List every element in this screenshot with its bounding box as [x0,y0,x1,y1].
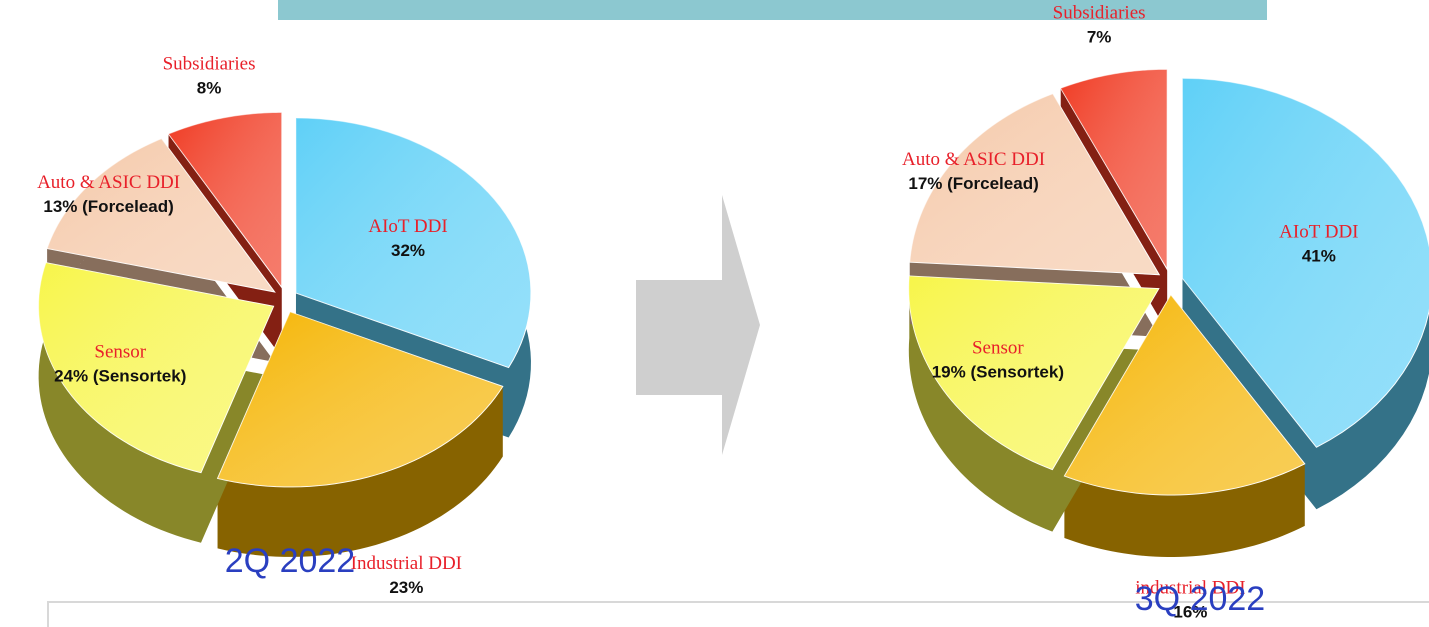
value-label: 23% [389,578,423,597]
slice-name: industrial DDI [1135,577,1245,598]
value-label: 13% (Forcelead) [43,197,173,216]
slice-shine [168,112,282,288]
chart-title: 2Q 2022 [225,542,355,580]
slice-shine [38,262,274,473]
chart-title: 3Q 2022 [1135,580,1265,618]
content-frame [47,601,1429,627]
slice-name: AIoT DDI [1279,221,1358,242]
slice-name: Industrial DDI [351,553,462,574]
value-label: 24% (Sensortek) [54,366,186,385]
value-label: 32% [391,241,425,260]
slice-name: AIoT DDI [368,216,447,237]
slice-shine [295,118,531,368]
slice-shine [1064,294,1305,495]
slice-shine [47,138,275,293]
arrow [636,195,760,455]
value-label: 8% [197,79,222,98]
value-label: 17% (Forcelead) [908,174,1038,193]
slice-shine [217,311,503,487]
slice-shine [1182,78,1429,448]
value-label: 16% [1173,602,1207,621]
slice-name: Auto & ASIC DDI [37,172,180,193]
slice-shine [909,93,1160,275]
value-label: 19% (Sensortek) [932,362,1064,381]
slice-name: Subsidiaries [163,54,256,75]
value-label: 7% [1087,27,1112,46]
slice-name: Auto & ASIC DDI [902,149,1045,170]
slice-name: Subsidiaries [1053,2,1146,23]
slice-name: Sensor [972,337,1024,358]
slice-name: Sensor [94,341,146,362]
header-bar [278,0,1267,20]
value-label: 41% [1302,246,1336,265]
slice-shine [1060,69,1168,270]
slice-shine [908,276,1159,470]
